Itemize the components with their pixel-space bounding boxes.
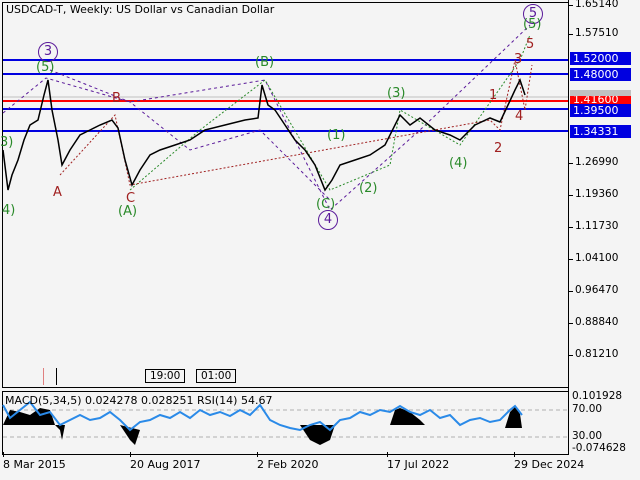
- period-separator: [43, 368, 44, 385]
- indicator-tick: 0.101928: [572, 390, 623, 402]
- main-chart-area[interactable]: [2, 2, 569, 388]
- price-axis-line: [568, 0, 569, 455]
- indicator-label: MACD(5,34,5) 0.024278 0.028251 RSI(14) 5…: [5, 394, 273, 407]
- y-tick: 1.26990: [569, 156, 618, 168]
- chart-title: USDCAD-T, Weekly: US Dollar vs Canadian …: [6, 3, 275, 16]
- indicator-tick: 70.00: [572, 403, 603, 415]
- price-label-1-395: 1.39500: [570, 104, 631, 117]
- period-separator: [56, 368, 57, 385]
- y-tick: 1.19360: [569, 188, 618, 200]
- wave-label: (B): [255, 55, 275, 70]
- wave-label: (C): [316, 197, 336, 212]
- y-tick: 0.81210: [569, 348, 618, 360]
- indicator-tick: 30.00: [572, 430, 603, 442]
- y-tick: 0.88840: [569, 316, 618, 328]
- x-tick: 2 Feb 2020: [257, 452, 319, 471]
- current-price-label: [570, 90, 631, 96]
- wave-label: 2: [494, 141, 503, 156]
- wave-label: B: [112, 91, 121, 106]
- session-marker: 01:00: [196, 369, 237, 383]
- wave-label: (1): [327, 128, 346, 143]
- price-label-1-52: 1.52000: [570, 52, 631, 65]
- wave-label: 4: [515, 109, 524, 124]
- wave-label-circle-5: 5: [523, 4, 543, 24]
- y-tick: 1.04100: [569, 252, 618, 264]
- wave-label: 5: [526, 37, 535, 52]
- wave-label: (A): [118, 204, 138, 219]
- wave-label: (4): [449, 156, 468, 171]
- wave-label: A: [53, 185, 62, 200]
- wave-label: 4): [2, 203, 16, 218]
- x-tick: 20 Aug 2017: [130, 452, 201, 471]
- wave-label-circle-4: 4: [318, 210, 338, 230]
- wave-label: (5): [523, 17, 542, 32]
- wave-label-circle-3: 3: [38, 42, 58, 62]
- wave-label: 3): [0, 135, 14, 150]
- x-tick: 29 Dec 2024: [514, 452, 585, 471]
- price-label-1-416: 1.41600: [570, 96, 631, 104]
- wave-label: (5): [36, 60, 55, 75]
- wave-label: C: [126, 191, 136, 206]
- price-label-1-48: 1.48000: [570, 68, 631, 81]
- y-tick: 0.96470: [569, 284, 618, 296]
- wave-label: 1: [489, 88, 498, 103]
- y-tick: 1.65140: [569, 0, 618, 10]
- y-tick: 1.57510: [569, 27, 618, 39]
- wave-label: 3: [514, 52, 523, 67]
- x-tick: 8 Mar 2015: [3, 452, 66, 471]
- wave-label: (2): [359, 181, 378, 196]
- y-tick: 1.11730: [569, 220, 618, 232]
- x-tick: 17 Jul 2022: [387, 452, 450, 471]
- wave-label: (3): [387, 86, 406, 101]
- session-marker: 19:00: [145, 369, 186, 383]
- indicator-pane[interactable]: [2, 391, 569, 455]
- price-label-1-34331: 1.34331: [570, 125, 631, 138]
- indicator-tick: -0.074628: [572, 442, 626, 454]
